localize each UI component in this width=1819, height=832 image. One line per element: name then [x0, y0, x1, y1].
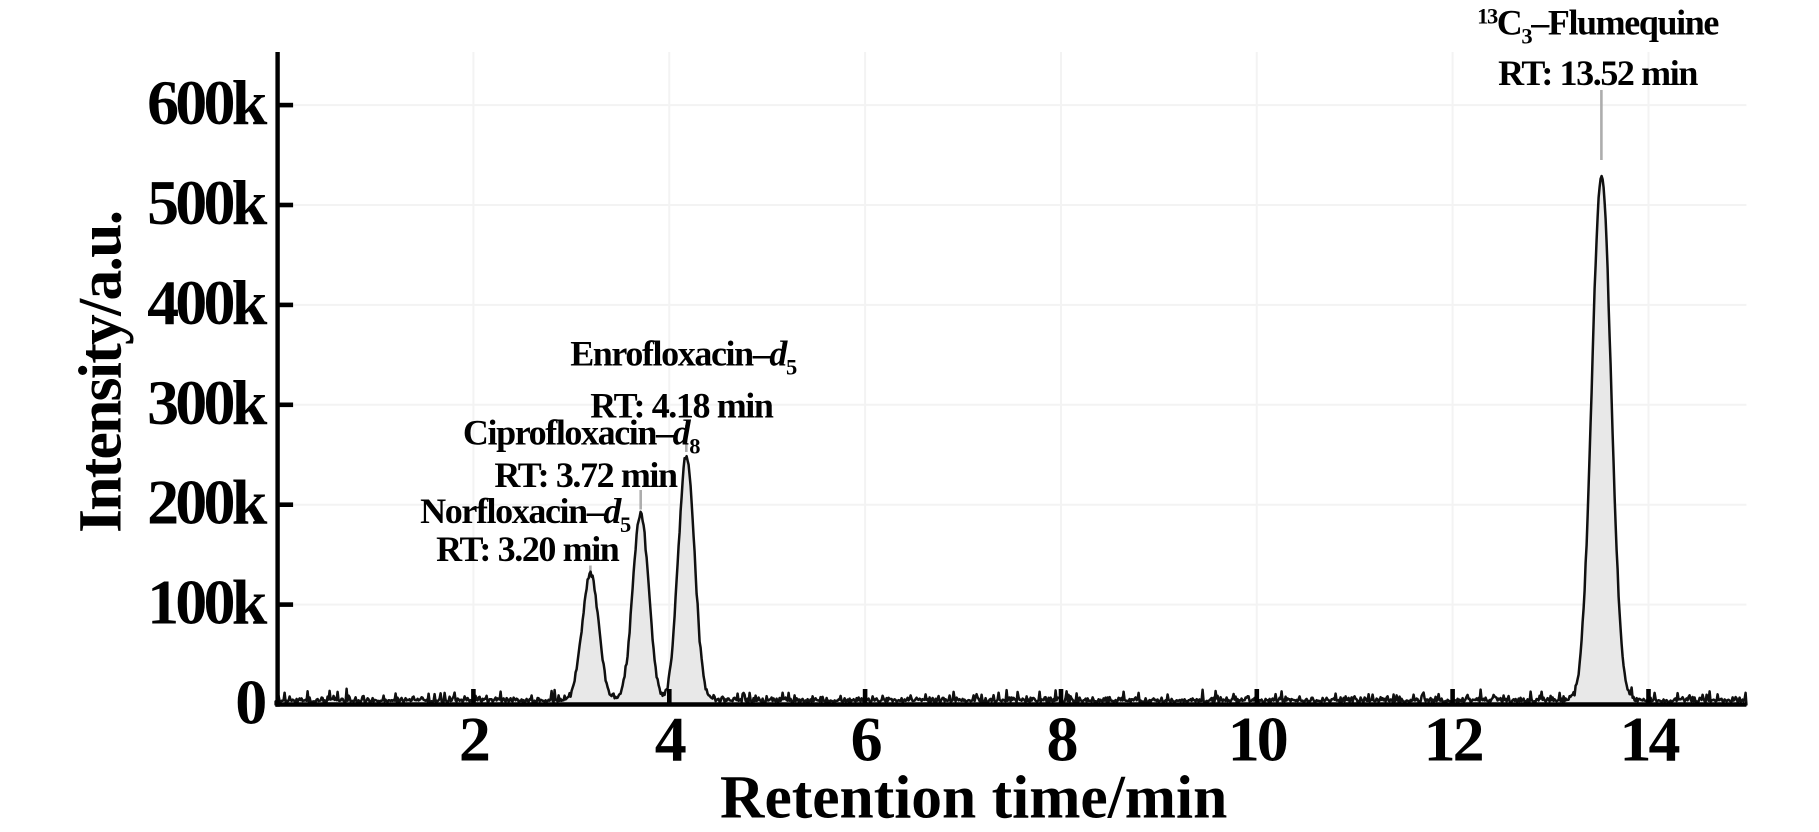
svg-text:Enrofloxacin–d5: Enrofloxacin–d5 [570, 334, 797, 380]
svg-text:2: 2 [459, 704, 489, 775]
svg-text:100k: 100k [147, 567, 268, 638]
svg-text:300k: 300k [147, 367, 268, 438]
svg-text:Intensity/a.u.: Intensity/a.u. [67, 212, 135, 533]
svg-text:400k: 400k [147, 267, 268, 338]
svg-text:RT: 4.18 min: RT: 4.18 min [590, 386, 774, 426]
svg-text:RT: 3.72 min: RT: 3.72 min [494, 455, 678, 495]
svg-text:RT: 13.52 min: RT: 13.52 min [1498, 53, 1698, 93]
svg-text:RT: 3.20 min: RT: 3.20 min [436, 529, 620, 569]
svg-text:12: 12 [1424, 704, 1483, 775]
svg-text:6: 6 [851, 704, 882, 775]
svg-text:Norfloxacin–d5: Norfloxacin–d5 [420, 491, 631, 537]
svg-text:8: 8 [1047, 704, 1077, 775]
svg-text:200k: 200k [147, 467, 268, 538]
svg-text:600k: 600k [147, 67, 268, 138]
svg-text:4: 4 [655, 704, 686, 775]
svg-text:Ciprofloxacin–d8: Ciprofloxacin–d8 [463, 413, 700, 459]
svg-text:10: 10 [1228, 704, 1287, 775]
svg-text:13C3–Flumequine: 13C3–Flumequine [1477, 3, 1719, 49]
svg-text:14: 14 [1620, 704, 1680, 775]
svg-text:0: 0 [235, 667, 265, 738]
svg-text:500k: 500k [147, 167, 268, 238]
svg-text:Retention time/min: Retention time/min [720, 764, 1227, 828]
